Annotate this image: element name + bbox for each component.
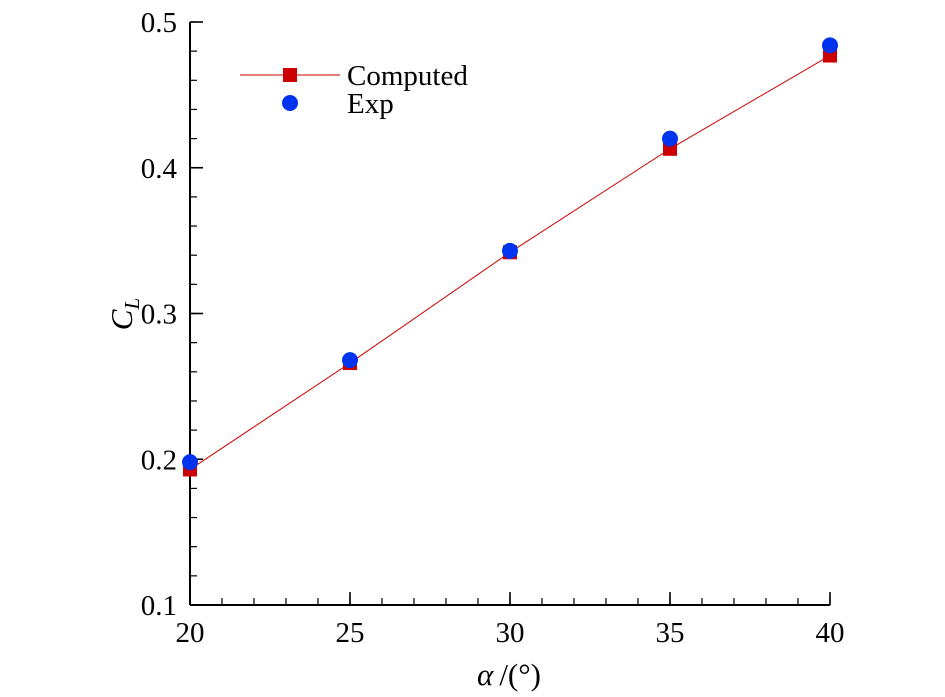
y-tick-label: 0.4 <box>141 153 178 185</box>
y-axis-symbol: C <box>104 309 139 330</box>
x-tick-label: 20 <box>176 617 205 649</box>
y-tick-label: 0.5 <box>141 7 177 39</box>
x-tick-label: 40 <box>816 617 845 649</box>
y-tick-label: 0.3 <box>141 299 177 331</box>
series-layer <box>182 37 838 477</box>
x-tick-label: 35 <box>656 617 685 649</box>
legend-marker <box>282 95 298 111</box>
data-point-exp <box>342 352 358 369</box>
legend-label: Exp <box>347 88 394 120</box>
data-point-exp <box>662 130 678 147</box>
data-point-exp <box>502 242 518 259</box>
data-point-exp <box>822 37 838 54</box>
y-axis-title: CL <box>104 298 144 330</box>
legend-label: Computed <box>347 60 468 92</box>
legend-item-computed: Computed <box>240 60 468 92</box>
data-point-exp <box>182 454 198 471</box>
legend-marker <box>283 68 297 82</box>
x-tick-label: 30 <box>496 617 525 649</box>
series-computed <box>183 48 837 477</box>
y-tick-label: 0.2 <box>141 444 177 476</box>
x-tick-label: 25 <box>336 617 365 649</box>
x-axis-title: α/(°) <box>477 657 541 692</box>
ticks: 20 25 30 35 40 0.1 0.2 0.3 0.4 0.5 <box>141 7 845 649</box>
series-exp <box>182 37 838 471</box>
legend-item-exp: Exp <box>282 88 394 120</box>
y-axis-subscript: L <box>120 298 144 311</box>
series-line-computed <box>189 55 831 470</box>
x-axis-symbol: α <box>477 657 494 692</box>
y-tick-label: 0.1 <box>141 590 177 622</box>
x-axis-unit: /(°) <box>499 657 541 692</box>
